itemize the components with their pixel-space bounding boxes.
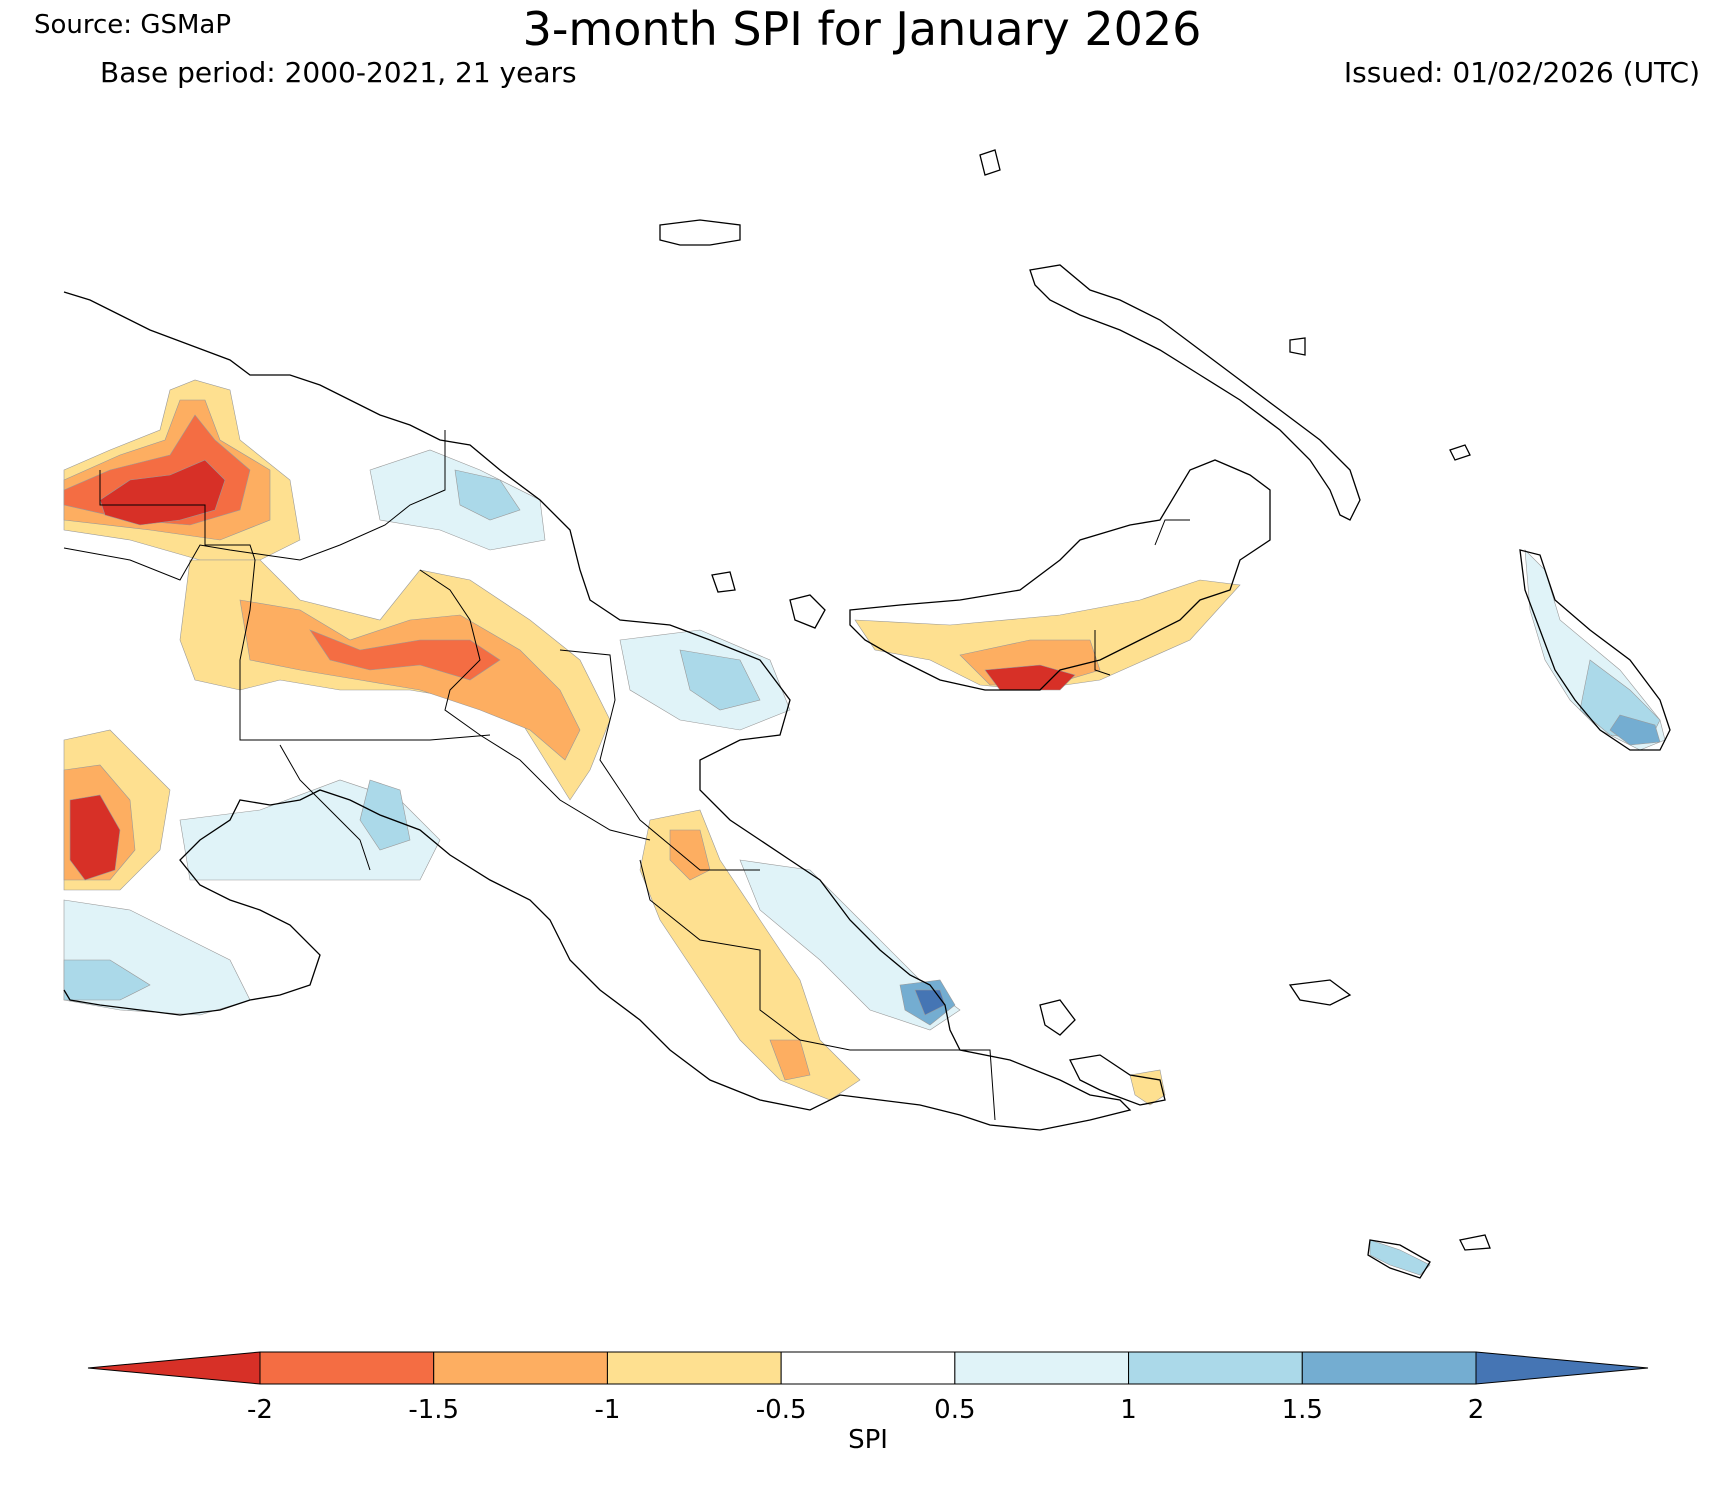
wet-region-bougainville-strong	[1609, 714, 1661, 746]
dry-region-west-highlands-extreme	[99, 459, 226, 526]
wet-region-madang-moderate	[679, 649, 761, 711]
colorbar-tick-label: 0.5	[934, 1395, 975, 1425]
coastline-goodenough-islands	[1039, 999, 1166, 1106]
spi-colorbar	[87, 1351, 1649, 1385]
wet-region-sepik-moderate	[454, 469, 521, 521]
boundary-gulf	[279, 744, 371, 871]
dry-region-new-britain-extreme	[984, 664, 1076, 691]
wet-region-milne-bay-islands	[1369, 1239, 1431, 1276]
coastline-admiralty-small-islands	[979, 149, 1471, 461]
coastline-woodlark	[1288, 979, 1352, 1006]
colorbar-extension-low	[87, 1351, 261, 1385]
base-period-label: Base period: 2000-2021, 21 years	[100, 56, 577, 89]
boundary-morobe	[559, 649, 760, 871]
colorbar-bin	[1301, 1351, 1477, 1385]
province-boundaries	[63, 430, 1190, 1121]
dry-region-central-province-moderate	[669, 829, 711, 881]
colorbar-tick-label: 1.5	[1282, 1395, 1323, 1425]
colorbar-tick-label: -1.5	[408, 1395, 459, 1425]
data-source-label: Source: GSMaP	[34, 10, 232, 40]
coastline-long-island	[711, 571, 826, 629]
dry-region-new-britain	[854, 579, 1241, 691]
boundary-new-britain	[1094, 519, 1190, 676]
colorbar-tick-label: 2	[1468, 1395, 1485, 1425]
dry-region-southwest-extreme	[69, 794, 121, 881]
spi-colorbar-label: SPI	[848, 1425, 888, 1455]
coastline-mainland	[63, 291, 1132, 1131]
spi-colorbar-ticks: -2 -1.5 -1 -0.5 0.5 1 1.5 2	[247, 1395, 1484, 1425]
dry-region-central-highlands-severe	[309, 629, 501, 681]
coastline-manus	[659, 219, 741, 246]
colorbar-bin	[606, 1351, 782, 1385]
coastlines	[63, 149, 1671, 1279]
colorbar-tick-label: -1	[594, 1395, 620, 1425]
colorbar-tick-label: -0.5	[756, 1395, 807, 1425]
colorbar-bin	[780, 1351, 956, 1385]
spi-anomaly-fills	[63, 379, 1666, 1276]
colorbar-bin	[259, 1351, 435, 1385]
boundary-central	[639, 859, 996, 1121]
colorbar-extension-high	[1475, 1351, 1649, 1385]
boundary-west-sepik	[63, 430, 446, 581]
dry-region-central-province-south	[769, 1039, 811, 1081]
colorbar-tick-label: -2	[247, 1395, 273, 1425]
wet-region-gulf-moderate	[359, 779, 411, 851]
issued-date-label: Issued: 01/02/2026 (UTC)	[1343, 56, 1700, 89]
coastline-new-britain	[849, 459, 1271, 691]
coastline-bougainville	[1519, 549, 1671, 751]
wet-region-sepik	[369, 449, 546, 551]
boundary-highlands	[99, 470, 491, 741]
map-title: 3-month SPI for January 2026	[522, 2, 1202, 56]
colorbar-bin	[433, 1351, 608, 1385]
coastline-louisiade	[1367, 1234, 1491, 1279]
colorbar-bin	[1128, 1351, 1303, 1385]
boundary-chimbu	[419, 569, 651, 841]
wet-region-south-fly-moderate	[63, 959, 151, 1001]
colorbar-bin	[954, 1351, 1130, 1385]
colorbar-tick-label: 1	[1120, 1395, 1137, 1425]
coastline-new-ireland	[1029, 264, 1361, 521]
